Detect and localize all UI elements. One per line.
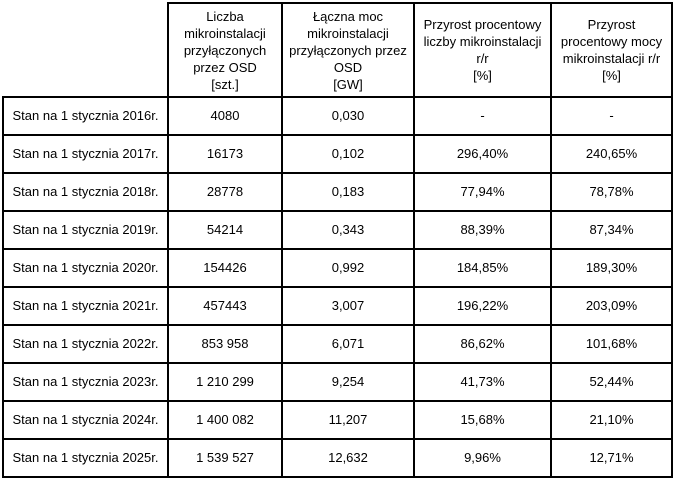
cell-count: 154426 [167, 248, 283, 288]
cell-power: 6,071 [281, 324, 415, 364]
cell-power: 0,183 [281, 172, 415, 212]
cell-count-growth: 9,96% [413, 438, 552, 478]
table-row: Stan na 1 stycznia 2016r. 4080 0,030 - - [2, 96, 673, 136]
table-row: Stan na 1 stycznia 2022r. 853 958 6,071 … [2, 324, 673, 364]
cell-count-growth: 41,73% [413, 362, 552, 402]
row-label: Stan na 1 stycznia 2023r. [2, 362, 169, 402]
cell-power-growth: 203,09% [550, 286, 673, 326]
table-row: Stan na 1 stycznia 2019r. 54214 0,343 88… [2, 210, 673, 250]
table-row: Stan na 1 stycznia 2017r. 16173 0,102 29… [2, 134, 673, 174]
cell-count: 1 400 082 [167, 400, 283, 440]
column-header-count-growth: Przyrost procentowy liczby mikroinstalac… [413, 2, 552, 98]
cell-count-growth: 296,40% [413, 134, 552, 174]
table-row: Stan na 1 stycznia 2021r. 457443 3,007 1… [2, 286, 673, 326]
row-label: Stan na 1 stycznia 2024r. [2, 400, 169, 440]
cell-count-growth: 88,39% [413, 210, 552, 250]
row-label: Stan na 1 stycznia 2020r. [2, 248, 169, 288]
row-label: Stan na 1 stycznia 2017r. [2, 134, 169, 174]
cell-power: 3,007 [281, 286, 415, 326]
row-label: Stan na 1 stycznia 2025r. [2, 438, 169, 478]
table-row: Stan na 1 stycznia 2023r. 1 210 299 9,25… [2, 362, 673, 402]
table-row: Stan na 1 stycznia 2018r. 28778 0,183 77… [2, 172, 673, 212]
cell-count-growth: 86,62% [413, 324, 552, 364]
cell-power-growth: 12,71% [550, 438, 673, 478]
cell-count: 1 539 527 [167, 438, 283, 478]
table-row: Stan na 1 stycznia 2024r. 1 400 082 11,2… [2, 400, 673, 440]
cell-count-growth: 196,22% [413, 286, 552, 326]
cell-count-growth: - [413, 96, 552, 136]
cell-power-growth: 240,65% [550, 134, 673, 174]
header-row: Liczba mikroinstalacji przyłączonych prz… [3, 2, 673, 98]
cell-count-growth: 77,94% [413, 172, 552, 212]
cell-power: 11,207 [281, 400, 415, 440]
table-row: Stan na 1 stycznia 2025r. 1 539 527 12,6… [2, 438, 673, 478]
cell-power: 0,030 [281, 96, 415, 136]
cell-power: 0,102 [281, 134, 415, 174]
cell-count: 1 210 299 [167, 362, 283, 402]
cell-count: 28778 [167, 172, 283, 212]
cell-count: 54214 [167, 210, 283, 250]
cell-count-growth: 184,85% [413, 248, 552, 288]
cell-count-growth: 15,68% [413, 400, 552, 440]
cell-power-growth: 21,10% [550, 400, 673, 440]
row-label: Stan na 1 stycznia 2021r. [2, 286, 169, 326]
cell-power: 0,992 [281, 248, 415, 288]
row-label: Stan na 1 stycznia 2022r. [2, 324, 169, 364]
column-header-power: Łączna moc mikroinstalacji przyłączonych… [281, 2, 415, 98]
cell-power-growth: - [550, 96, 673, 136]
cell-power: 0,343 [281, 210, 415, 250]
cell-power-growth: 101,68% [550, 324, 673, 364]
cell-count: 16173 [167, 134, 283, 174]
cell-power-growth: 189,30% [550, 248, 673, 288]
cell-count: 853 958 [167, 324, 283, 364]
corner-cell [3, 3, 168, 97]
column-header-count: Liczba mikroinstalacji przyłączonych prz… [167, 2, 283, 98]
cell-count: 457443 [167, 286, 283, 326]
table-row: Stan na 1 stycznia 2020r. 154426 0,992 1… [2, 248, 673, 288]
cell-power-growth: 78,78% [550, 172, 673, 212]
cell-power: 12,632 [281, 438, 415, 478]
cell-count: 4080 [167, 96, 283, 136]
row-label: Stan na 1 stycznia 2016r. [2, 96, 169, 136]
row-label: Stan na 1 stycznia 2018r. [2, 172, 169, 212]
cell-power: 9,254 [281, 362, 415, 402]
column-header-power-growth: Przyrost procentowy mocy mikroinstalacji… [550, 2, 673, 98]
cell-power-growth: 87,34% [550, 210, 673, 250]
row-label: Stan na 1 stycznia 2019r. [2, 210, 169, 250]
cell-power-growth: 52,44% [550, 362, 673, 402]
